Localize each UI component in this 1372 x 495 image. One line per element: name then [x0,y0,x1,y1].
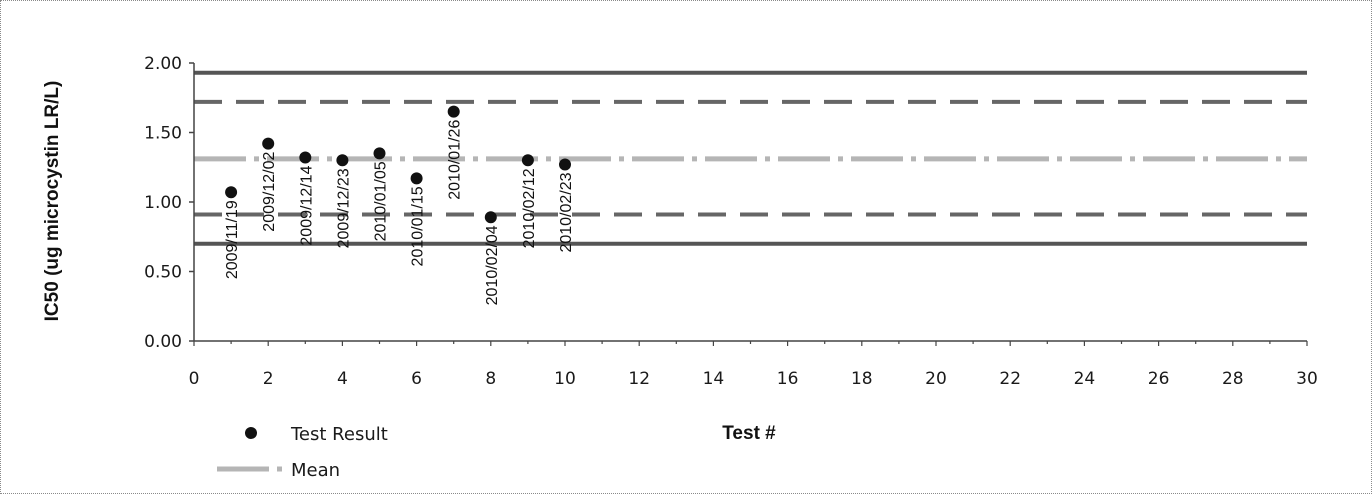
x-tick-label: 16 [777,369,799,389]
data-point-label: 2010/01/26 [447,120,464,200]
data-point [559,158,571,171]
x-tick-label: 0 [189,369,200,389]
data-point-label: 2010/02/23 [558,172,575,252]
data-point-label: 2009/12/02 [261,152,278,232]
data-point [373,147,386,160]
data-point-label: 2009/12/23 [335,168,352,248]
data-point-label: 2009/12/14 [298,165,315,245]
legend-marker-test-result [245,427,257,439]
y-tick-label: 2.00 [144,54,182,74]
x-tick-label: 20 [925,369,947,389]
x-tick-label: 14 [703,369,725,389]
legend: Test Result Mean [217,424,388,481]
legend-label-test-result: Test Result [290,424,388,445]
data-point-label: 2010/02/12 [521,168,538,248]
data-point-label: 2010/01/15 [410,186,427,266]
x-tick-label: 18 [851,369,873,389]
data-point [521,154,534,167]
data-point-label: 2009/11/19 [224,200,241,279]
x-tick-label: 8 [485,369,496,389]
x-tick-label: 30 [1296,369,1318,389]
data-point-label: 2010/02/04 [484,225,501,305]
y-tick-label: 1.00 [144,193,182,213]
x-axis-title: Test # [722,423,776,444]
x-tick-label: 28 [1222,369,1244,389]
data-point [447,105,460,118]
x-tick-label: 10 [554,369,576,389]
x-tick-label: 12 [628,369,650,389]
data-point [410,172,423,185]
y-axis-title: IC50 (ug microcystin LR/L) [42,81,63,322]
y-tick-label: 0.00 [144,332,182,352]
legend-label-mean: Mean [291,460,340,481]
data-point [262,137,275,150]
x-tick-label: 26 [1148,369,1170,389]
x-tick-label: 22 [999,369,1021,389]
data-point [336,154,349,167]
data-point [299,151,312,164]
y-tick-label: 1.50 [144,124,182,144]
x-tick-label: 24 [1074,369,1096,389]
y-tick-label: 0.50 [144,263,182,283]
x-tick-label: 6 [411,369,422,389]
data-point [225,186,238,199]
data-point [484,211,497,224]
data-point-label: 2010/01/05 [373,161,390,241]
x-tick-label: 2 [263,369,274,389]
x-tick-label: 4 [337,369,348,389]
